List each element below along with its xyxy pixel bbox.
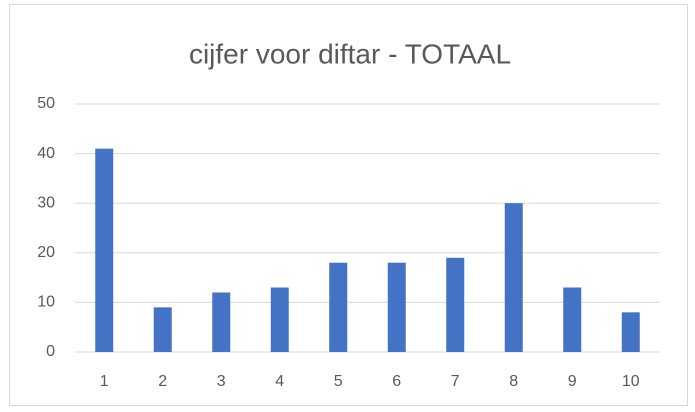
x-tick-label: 8 xyxy=(509,373,518,390)
bar xyxy=(153,307,172,352)
y-tick-label: 40 xyxy=(37,145,55,162)
bar xyxy=(563,287,582,352)
bar xyxy=(329,262,348,352)
y-tick-label: 30 xyxy=(37,194,55,211)
bar xyxy=(270,287,289,352)
y-tick-label: 20 xyxy=(37,244,55,261)
x-tick-label: 1 xyxy=(100,373,109,390)
bar xyxy=(621,312,640,352)
bar xyxy=(504,203,523,352)
x-tick-label: 4 xyxy=(275,373,284,390)
x-tick-label: 3 xyxy=(217,373,226,390)
x-tick-label: 9 xyxy=(568,373,577,390)
x-tick-label: 7 xyxy=(451,373,460,390)
x-tick-label: 2 xyxy=(158,373,167,390)
chart-title: cijfer voor diftar - TOTAAL xyxy=(189,38,511,69)
bar xyxy=(446,257,465,352)
y-tick-label: 0 xyxy=(46,343,55,360)
y-tick-label: 10 xyxy=(37,294,55,311)
x-tick-label: 5 xyxy=(334,373,343,390)
bar xyxy=(95,148,114,352)
bar xyxy=(387,262,406,352)
x-tick-label: 6 xyxy=(392,373,401,390)
y-tick-label: 50 xyxy=(37,95,55,112)
x-tick-label: 10 xyxy=(622,373,640,390)
bar xyxy=(212,292,231,352)
